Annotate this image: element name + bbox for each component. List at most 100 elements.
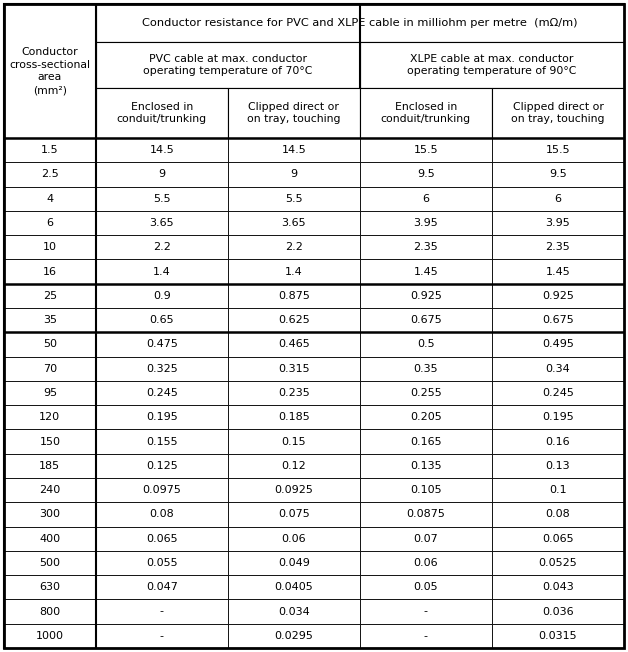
Bar [4,575,95,599]
Text: 500: 500 [40,558,60,568]
Text: -: - [160,631,164,641]
Bar [360,599,492,624]
Bar [360,42,624,88]
Bar [4,211,95,235]
Text: XLPE cable at max. conductor
operating temperature of 90°C: XLPE cable at max. conductor operating t… [407,53,577,76]
Bar [492,405,624,430]
Text: -: - [424,631,428,641]
Bar [95,624,228,648]
Bar [95,357,228,381]
Bar [4,284,95,308]
Text: 0.675: 0.675 [410,315,441,325]
Bar [360,575,492,599]
Text: Clipped direct or
on tray, touching: Clipped direct or on tray, touching [511,102,605,125]
Bar [228,284,360,308]
Bar [4,624,95,648]
Text: 0.925: 0.925 [542,291,574,301]
Text: 0.055: 0.055 [146,558,178,568]
Bar [95,575,228,599]
Text: 0.925: 0.925 [410,291,442,301]
Text: 0.255: 0.255 [410,388,441,398]
Text: 0.16: 0.16 [546,437,570,447]
Bar [228,599,360,624]
Bar [228,88,360,138]
Text: 1.5: 1.5 [41,145,58,155]
Bar [95,4,624,42]
Text: 1000: 1000 [36,631,64,641]
Bar [4,333,95,357]
Bar [4,259,95,284]
Text: 0.05: 0.05 [414,582,438,592]
Bar [360,551,492,575]
Text: 0.315: 0.315 [278,364,310,374]
Text: 0.135: 0.135 [410,461,441,471]
Text: 2.5: 2.5 [41,170,59,179]
Text: 0.043: 0.043 [542,582,574,592]
Bar [360,357,492,381]
Bar [95,162,228,186]
Bar [95,599,228,624]
Bar [360,430,492,454]
Bar [492,478,624,502]
Bar [4,357,95,381]
Bar [4,551,95,575]
Text: 9: 9 [158,170,165,179]
Bar [492,308,624,333]
Bar [228,502,360,527]
Text: 0.35: 0.35 [414,364,438,374]
Text: 0.13: 0.13 [546,461,570,471]
Bar [492,454,624,478]
Bar [95,211,228,235]
Text: 70: 70 [43,364,57,374]
Bar [228,333,360,357]
Bar [360,308,492,333]
Text: 150: 150 [40,437,60,447]
Text: 400: 400 [40,534,60,544]
Bar [360,259,492,284]
Bar [228,211,360,235]
Bar [492,211,624,235]
Text: Conductor resistance for PVC and XLPE cable in milliohm per metre  (mΩ/m): Conductor resistance for PVC and XLPE ca… [142,18,578,28]
Bar [228,381,360,405]
Bar [95,42,360,88]
Bar [228,357,360,381]
Bar [492,527,624,551]
Bar [4,527,95,551]
Text: Enclosed in
conduit/trunking: Enclosed in conduit/trunking [117,102,207,125]
Text: 0.0925: 0.0925 [274,485,313,495]
Text: -: - [424,606,428,617]
Text: 0.495: 0.495 [542,340,574,349]
Text: 0.245: 0.245 [542,388,574,398]
Text: Conductor
cross-sectional
area
(mm²): Conductor cross-sectional area (mm²) [9,47,90,95]
Bar [95,259,228,284]
Text: 2.35: 2.35 [413,243,438,252]
Bar [4,405,95,430]
Text: 0.0405: 0.0405 [274,582,313,592]
Text: 14.5: 14.5 [149,145,174,155]
Text: 3.95: 3.95 [546,218,570,228]
Bar [360,235,492,259]
Text: 0.06: 0.06 [414,558,438,568]
Text: 4: 4 [46,194,53,203]
Text: 50: 50 [43,340,57,349]
Bar [95,454,228,478]
Bar [360,527,492,551]
Bar [360,454,492,478]
Text: 0.12: 0.12 [281,461,306,471]
Bar [95,405,228,430]
Text: 1.45: 1.45 [546,267,570,276]
Text: Enclosed in
conduit/trunking: Enclosed in conduit/trunking [381,102,471,125]
Bar [360,211,492,235]
Bar [492,186,624,211]
Bar [228,235,360,259]
Bar [4,235,95,259]
Bar [95,502,228,527]
Text: 0.0875: 0.0875 [406,509,445,520]
Text: 0.1: 0.1 [549,485,567,495]
Text: 0.08: 0.08 [546,509,570,520]
Text: 0.0975: 0.0975 [143,485,181,495]
Text: 10: 10 [43,243,57,252]
Text: 0.875: 0.875 [278,291,310,301]
Text: 6: 6 [555,194,561,203]
Bar [492,88,624,138]
